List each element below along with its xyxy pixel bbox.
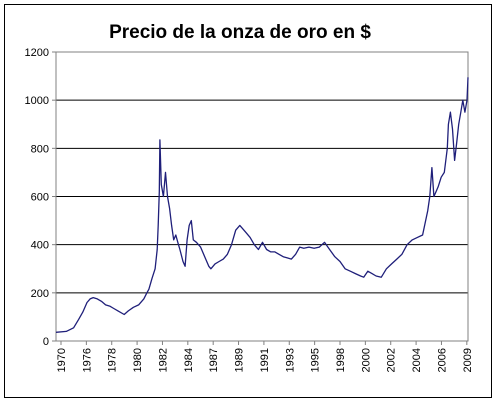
y-tick-label: 1000: [25, 95, 49, 107]
chart-frame: [4, 4, 492, 398]
x-tick-label: 1998: [335, 348, 347, 372]
x-tick-label: 1993: [284, 348, 296, 372]
x-tick-label: 1980: [132, 348, 144, 372]
x-tick-label: 2006: [436, 348, 448, 372]
y-tick-label: 600: [31, 192, 49, 204]
x-tick-label: 2002: [386, 348, 398, 372]
y-tick-label: 800: [31, 143, 49, 155]
x-tick-label: 1991: [259, 348, 271, 372]
gridlines: [56, 51, 468, 294]
x-tick-label: 1978: [107, 348, 119, 372]
y-tick-label: 1200: [25, 47, 49, 59]
x-tick-label: 1987: [208, 348, 220, 372]
x-tick-label: 2004: [411, 348, 423, 372]
gold-price-line: [55, 77, 469, 333]
plot-area: [55, 51, 469, 342]
x-tick-label: 1995: [310, 348, 322, 372]
x-tick-label: 1976: [81, 348, 93, 372]
x-tick-label: 2009: [462, 348, 474, 372]
y-tick-label: 0: [43, 336, 49, 348]
x-tick-label: 1970: [56, 348, 68, 372]
x-axis-ticks: 1970 1976 1978 1980 1982 1984 1987 1989 1991 1993…: [56, 341, 474, 372]
chart-title: Precio de la onza de oro en $: [109, 22, 371, 43]
x-tick-label: 1984: [183, 348, 195, 372]
y-axis-ticks: 0 200 400 600 800 1000 1200: [25, 47, 56, 348]
x-tick-label: 1989: [234, 348, 246, 372]
y-tick-label: 200: [31, 288, 49, 300]
x-tick-label: 2000: [360, 348, 372, 372]
x-tick-label: 1982: [157, 348, 169, 372]
y-tick-label: 400: [31, 240, 49, 252]
